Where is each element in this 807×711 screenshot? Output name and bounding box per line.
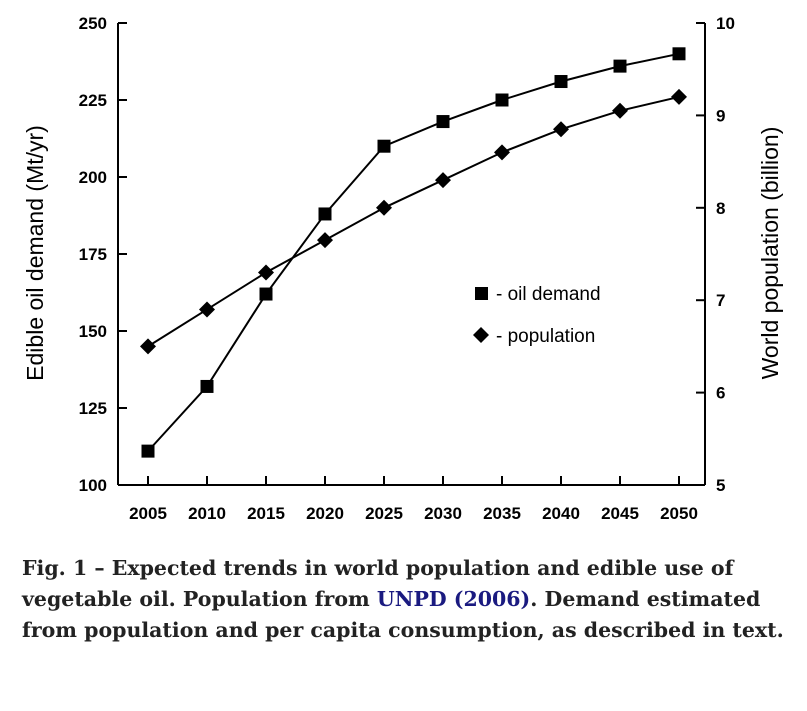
data-point-oil-demand (200, 379, 214, 393)
data-point-population (553, 121, 569, 138)
y2-tick-label: 8 (716, 199, 725, 218)
x-tick-label: 2025 (365, 504, 403, 523)
legend: - oil demand - population (473, 284, 601, 347)
data-point-oil-demand (259, 287, 273, 301)
y2-tick-label: 10 (716, 14, 735, 33)
caption-text-start: Fig. 1 – Expected trends in world popula… (22, 556, 734, 611)
series-line-population (147, 95, 680, 348)
data-point-population (199, 301, 215, 318)
y-tick-label: 150 (79, 322, 107, 341)
y2-tick-label: 5 (716, 476, 725, 495)
data-point-population (671, 88, 687, 105)
data-point-oil-demand (436, 115, 450, 129)
data-point-oil-demand (377, 139, 391, 153)
x-tick-label: 2020 (306, 504, 344, 523)
x-tick-label: 2045 (601, 504, 639, 523)
citation-link[interactable]: UNPD (2006) (376, 587, 531, 611)
x-tick-label: 2030 (424, 504, 462, 523)
chart: 100 125 150 175 200 225 250 5 6 7 8 9 10 2005 2010 2015… (22, 14, 783, 523)
legend-diamond-marker (473, 327, 489, 343)
y2-tick-label: 7 (716, 291, 725, 310)
y2-tick-label: 6 (716, 384, 725, 403)
series-markers (140, 47, 687, 458)
data-point-oil-demand (672, 47, 686, 61)
data-point-oil-demand (495, 93, 509, 107)
data-point-oil-demand (554, 75, 568, 89)
legend-label-oil-demand: - oil demand (496, 284, 601, 305)
data-point-population (494, 144, 510, 161)
y2-tick-label: 9 (716, 106, 725, 125)
figure-caption: Fig. 1 – Expected trends in world popula… (22, 553, 797, 646)
x-tick-label: 2040 (542, 504, 580, 523)
y-tick-label: 175 (79, 245, 107, 264)
data-point-population (258, 264, 274, 281)
x-tick-label: 2050 (660, 504, 698, 523)
x-tick-label: 2010 (188, 504, 226, 523)
y-tick-label: 100 (79, 476, 107, 495)
data-point-population (140, 338, 156, 355)
y-tick-label: 200 (79, 168, 107, 187)
data-point-oil-demand (613, 59, 627, 73)
x-tick-label: 2015 (247, 504, 285, 523)
y-tick-label: 125 (79, 399, 107, 418)
axes (117, 22, 706, 486)
data-point-population (612, 102, 628, 119)
legend-square-marker (475, 287, 488, 300)
series-line-oil-demand (147, 52, 680, 452)
data-point-population (317, 232, 333, 249)
x-tick-label: 2005 (129, 504, 167, 523)
data-point-oil-demand (318, 207, 332, 221)
y-tick-label: 225 (79, 91, 107, 110)
x-tick-label: 2035 (483, 504, 521, 523)
y-tick-label: 250 (79, 14, 107, 33)
data-point-population (376, 199, 392, 216)
caption-text-end: . Demand estimated from population and p… (22, 587, 784, 642)
y-axis-label: Edible oil demand (Mt/yr) (22, 125, 48, 381)
series-lines (147, 52, 680, 452)
data-point-oil-demand (141, 444, 155, 458)
y2-axis-label: World population (billion) (757, 127, 783, 380)
legend-label-population: - population (496, 326, 595, 347)
data-point-population (435, 172, 451, 189)
tick-labels: 100 125 150 175 200 225 250 5 6 7 8 9 10 2005 2010 2015… (79, 14, 735, 523)
